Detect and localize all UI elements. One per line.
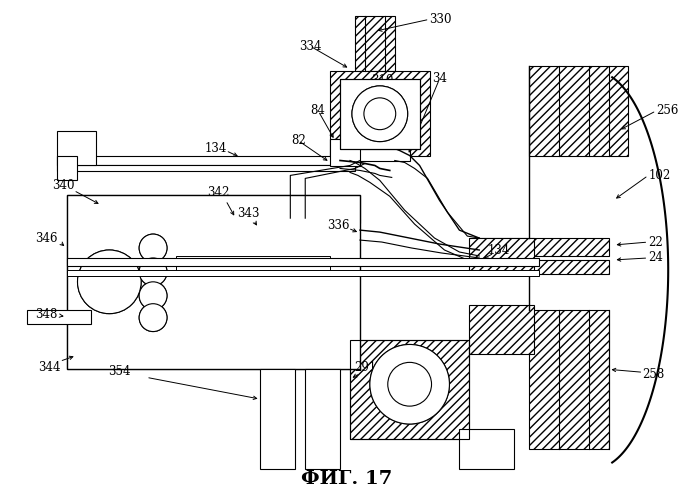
Circle shape <box>364 98 396 130</box>
Circle shape <box>370 344 450 424</box>
Bar <box>67 258 539 266</box>
Text: 291: 291 <box>354 361 376 374</box>
Polygon shape <box>239 242 257 260</box>
Bar <box>330 138 360 166</box>
Text: 354: 354 <box>108 365 130 378</box>
Text: 24: 24 <box>648 252 663 264</box>
Bar <box>260 370 295 469</box>
Text: 334: 334 <box>299 40 321 52</box>
Text: 84: 84 <box>311 104 325 118</box>
Bar <box>469 304 534 354</box>
Bar <box>57 166 355 172</box>
Text: 102: 102 <box>648 169 670 182</box>
Text: 336: 336 <box>327 218 349 232</box>
Circle shape <box>139 304 167 332</box>
Circle shape <box>139 258 167 286</box>
Text: 310: 310 <box>371 74 394 88</box>
Circle shape <box>388 362 432 406</box>
Text: 344: 344 <box>38 361 61 374</box>
Bar <box>67 196 360 223</box>
Text: 134: 134 <box>205 142 227 155</box>
Polygon shape <box>221 242 239 260</box>
Bar <box>480 260 609 274</box>
Polygon shape <box>186 242 204 260</box>
Polygon shape <box>340 79 420 148</box>
Bar <box>330 138 360 166</box>
Bar <box>57 156 76 180</box>
Bar <box>27 310 92 324</box>
Circle shape <box>388 362 432 406</box>
Text: 330: 330 <box>430 13 452 26</box>
Bar <box>350 340 469 439</box>
Circle shape <box>364 98 396 130</box>
Text: 343: 343 <box>237 206 260 220</box>
Text: 342: 342 <box>208 186 230 199</box>
Text: 350: 350 <box>224 266 247 278</box>
Bar <box>355 16 395 71</box>
Circle shape <box>352 86 407 142</box>
Polygon shape <box>257 242 276 260</box>
Circle shape <box>139 234 167 262</box>
Text: 22: 22 <box>648 236 663 248</box>
Bar <box>350 340 469 439</box>
Bar <box>57 156 355 166</box>
Bar <box>121 218 290 233</box>
Circle shape <box>78 250 141 314</box>
Polygon shape <box>121 233 360 342</box>
Text: 82: 82 <box>291 134 305 147</box>
Bar <box>469 238 534 274</box>
Bar <box>330 71 430 156</box>
Text: 256: 256 <box>657 104 679 118</box>
Bar <box>529 310 609 449</box>
Bar <box>340 79 420 148</box>
Bar <box>459 429 514 469</box>
Bar <box>67 223 121 342</box>
Text: 258: 258 <box>642 368 664 381</box>
Circle shape <box>78 250 141 314</box>
Bar <box>67 270 539 276</box>
Text: ФИГ. 17: ФИГ. 17 <box>301 470 393 488</box>
Bar <box>67 196 360 370</box>
Text: 34: 34 <box>432 72 447 86</box>
Circle shape <box>139 304 167 332</box>
Text: 346: 346 <box>35 232 58 244</box>
Polygon shape <box>294 242 311 260</box>
Circle shape <box>370 344 450 424</box>
Polygon shape <box>204 242 221 260</box>
Circle shape <box>139 234 167 262</box>
Bar <box>67 342 360 369</box>
Circle shape <box>139 282 167 310</box>
Bar <box>340 79 420 148</box>
Text: 134: 134 <box>488 244 510 256</box>
Polygon shape <box>276 242 294 260</box>
Bar <box>350 148 409 160</box>
Bar <box>57 130 96 166</box>
Text: 340: 340 <box>52 179 75 192</box>
Text: 348: 348 <box>35 308 58 321</box>
Bar <box>480 238 609 256</box>
Circle shape <box>139 258 167 286</box>
Circle shape <box>139 282 167 310</box>
Circle shape <box>352 86 407 142</box>
Bar <box>176 256 330 276</box>
Bar <box>305 370 340 469</box>
Text: 290: 290 <box>384 378 406 391</box>
Bar <box>529 66 629 156</box>
